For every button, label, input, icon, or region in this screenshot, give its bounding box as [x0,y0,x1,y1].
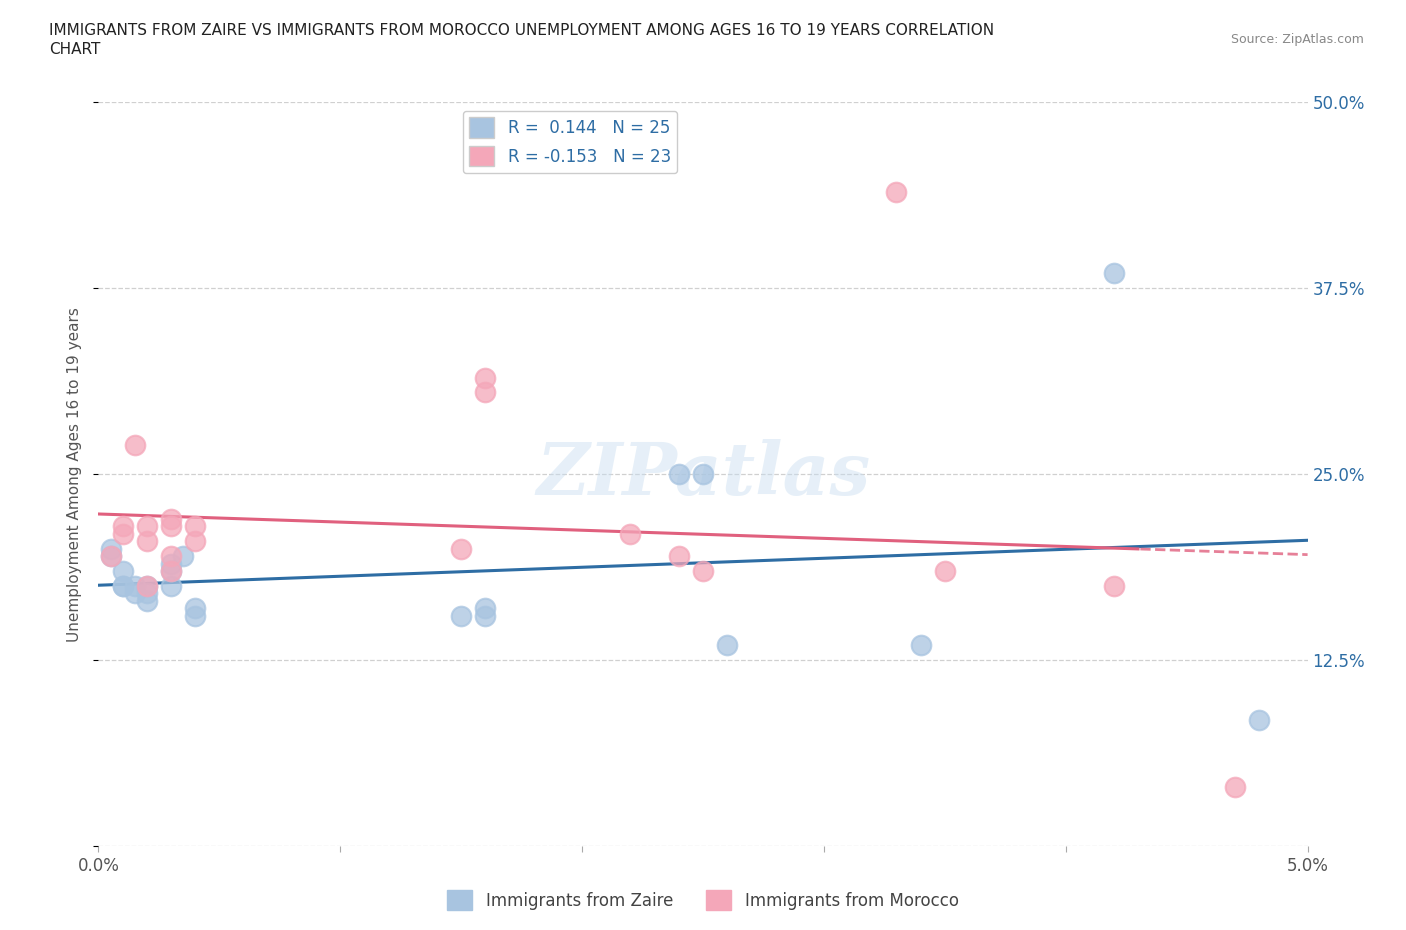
Text: CHART: CHART [49,42,101,57]
Point [1102,266,1125,281]
Point [124,578,146,593]
Point [886,184,908,199]
Point [111,578,134,593]
Point [100,541,122,556]
Point [124,437,146,452]
Point [160,564,183,578]
Point [450,541,472,556]
Point [160,519,183,534]
Point [474,608,496,623]
Point [692,564,714,578]
Point [450,608,472,623]
Point [160,549,183,564]
Point [135,519,157,534]
Point [111,526,134,541]
Point [474,370,496,385]
Point [474,385,496,400]
Point [160,578,183,593]
Y-axis label: Unemployment Among Ages 16 to 19 years: Unemployment Among Ages 16 to 19 years [67,307,83,642]
Point [1223,779,1246,794]
Point [668,467,690,482]
Text: Source: ZipAtlas.com: Source: ZipAtlas.com [1230,33,1364,46]
Point [135,534,157,549]
Point [668,549,690,564]
Legend: R =  0.144   N = 25, R = -0.153   N = 23: R = 0.144 N = 25, R = -0.153 N = 23 [463,111,678,173]
Point [160,556,183,571]
Point [135,593,157,608]
Point [716,638,738,653]
Point [1102,578,1125,593]
Point [135,578,157,593]
Point [172,549,194,564]
Point [619,526,641,541]
Point [100,549,122,564]
Point [692,467,714,482]
Point [184,608,207,623]
Point [934,564,956,578]
Point [111,564,134,578]
Point [111,578,134,593]
Point [100,549,122,564]
Point [910,638,932,653]
Text: IMMIGRANTS FROM ZAIRE VS IMMIGRANTS FROM MOROCCO UNEMPLOYMENT AMONG AGES 16 TO 1: IMMIGRANTS FROM ZAIRE VS IMMIGRANTS FROM… [49,23,994,38]
Point [111,519,134,534]
Point [184,519,207,534]
Point [184,534,207,549]
Text: ZIPatlas: ZIPatlas [536,439,870,510]
Point [160,512,183,526]
Legend: Immigrants from Zaire, Immigrants from Morocco: Immigrants from Zaire, Immigrants from M… [440,884,966,917]
Point [184,601,207,616]
Point [1249,712,1271,727]
Point [135,586,157,601]
Point [124,586,146,601]
Point [474,601,496,616]
Point [135,578,157,593]
Point [160,564,183,578]
